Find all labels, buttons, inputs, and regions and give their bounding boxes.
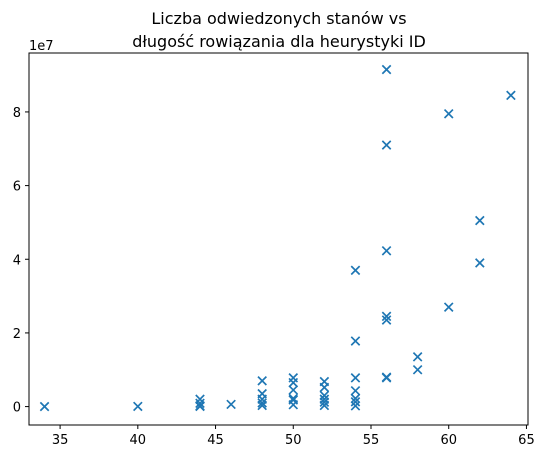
y-axis-offset-label: 1e7 <box>29 39 54 54</box>
y-tick-label: 0 <box>13 401 21 416</box>
y-tick-label: 6 <box>13 180 21 195</box>
x-tick-label: 55 <box>363 433 380 448</box>
y-tick-label: 2 <box>13 327 21 342</box>
chart-title-line-2: długość rowiązania dla heurystyki ID <box>132 32 426 51</box>
y-tick-label: 4 <box>13 253 21 268</box>
x-tick-label: 65 <box>518 433 535 448</box>
chart-title-line-1: Liczba odwiedzonych stanów vs <box>151 9 406 28</box>
x-tick-label: 45 <box>207 433 224 448</box>
x-tick-label: 40 <box>130 433 147 448</box>
y-tick-label: 8 <box>13 106 21 121</box>
x-tick-label: 35 <box>52 433 69 448</box>
x-tick-label: 60 <box>440 433 457 448</box>
x-tick-label: 50 <box>285 433 302 448</box>
